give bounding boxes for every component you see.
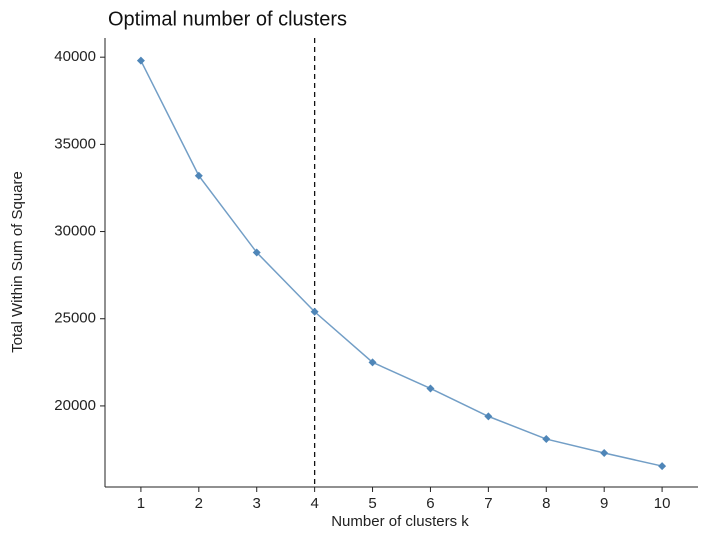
x-axis-label: Number of clusters k <box>331 513 469 530</box>
y-axis-label: Total Within Sum of Square <box>9 171 26 353</box>
x-tick-label: 8 <box>542 495 550 512</box>
y-tick-label: 25000 <box>54 310 96 327</box>
y-tick-label: 20000 <box>54 397 96 414</box>
x-tick-label: 7 <box>484 495 492 512</box>
point <box>194 171 203 180</box>
x-tick-label: 3 <box>253 495 261 512</box>
point <box>658 462 667 471</box>
series-line <box>140 60 663 467</box>
y-tick-label: 40000 <box>54 48 96 65</box>
point <box>368 358 377 367</box>
x-tick-label: 4 <box>310 495 318 512</box>
point <box>310 307 319 316</box>
point <box>600 448 609 457</box>
y-tick-label: 30000 <box>54 223 96 240</box>
point <box>484 412 493 421</box>
point <box>542 435 551 444</box>
point <box>252 248 261 257</box>
point <box>426 384 435 393</box>
x-tick-label: 5 <box>368 495 376 512</box>
x-tick-label: 6 <box>426 495 434 512</box>
x-tick-label: 2 <box>195 495 203 512</box>
y-tick-label: 35000 <box>54 135 96 152</box>
point <box>136 56 145 65</box>
x-tick-label: 9 <box>600 495 608 512</box>
chart-title: Optimal number of clusters <box>108 8 347 30</box>
x-tick-label: 10 <box>654 495 671 512</box>
x-tick-label: 1 <box>137 495 145 512</box>
